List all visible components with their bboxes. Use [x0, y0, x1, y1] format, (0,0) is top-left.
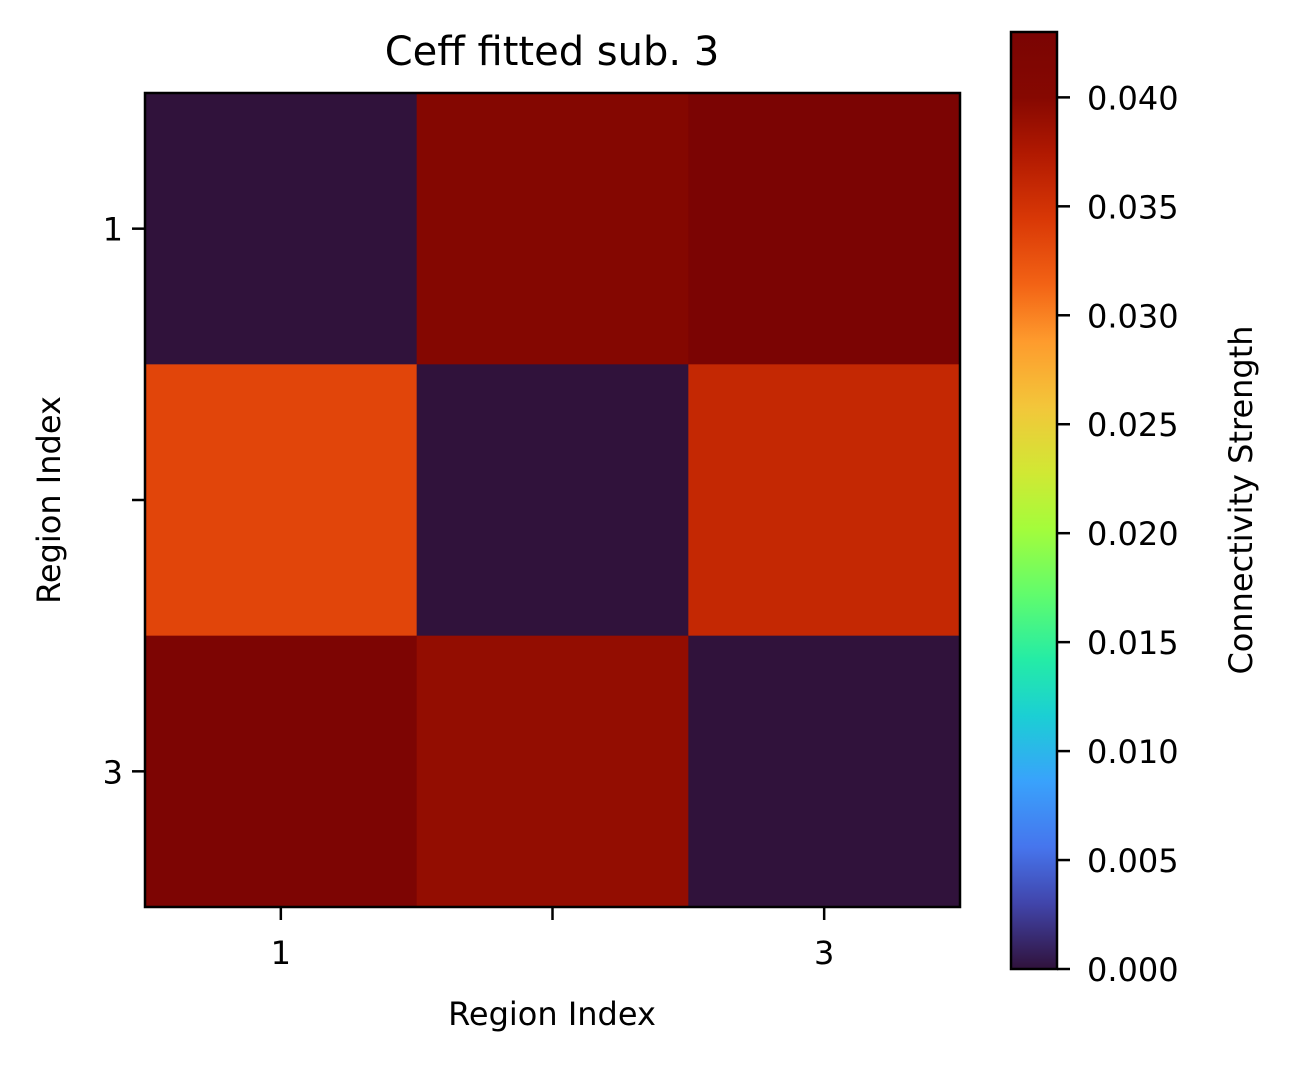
heatmap-cell-r2-c2	[416, 364, 689, 637]
y-axis-label: Region Index	[30, 396, 68, 604]
heatmap-cell-r1-c1	[145, 93, 418, 365]
colorbar-tick-label: 0.000	[1087, 951, 1179, 989]
y-tick-label: 3	[103, 753, 123, 791]
y-axis-ticks: 13	[103, 211, 145, 791]
heatmap-cell-r2-c1	[145, 364, 418, 637]
heatmap-cell-r3-c1	[145, 635, 418, 908]
colorbar-tick-label: 0.035	[1087, 188, 1179, 226]
heatmap-cells	[145, 93, 961, 908]
colorbar-label: Connectivity Strength	[1222, 325, 1260, 674]
x-tick-label: 1	[271, 934, 291, 972]
heatmap-cell-r3-c2	[416, 635, 689, 908]
heatmap-cell-r2-c3	[688, 364, 961, 637]
heatmap-cell-r3-c3	[688, 635, 961, 908]
chart-title: Ceff fitted sub. 3	[385, 29, 720, 75]
heatmap-cell-r1-c2	[416, 93, 689, 365]
colorbar-tick-label: 0.010	[1087, 733, 1179, 771]
colorbar-tick-label: 0.020	[1087, 515, 1179, 553]
colorbar-tick-label: 0.025	[1087, 406, 1179, 444]
x-axis-label: Region Index	[448, 995, 656, 1033]
colorbar	[1009, 30, 1059, 971]
heatmap-cell-r1-c3	[688, 93, 961, 365]
colorbar-ticks: 0.000 0.005 0.010 0.015 0.020 0.025 0.030 0.035…	[1057, 79, 1179, 989]
colorbar-tick-label: 0.040	[1087, 79, 1179, 117]
colorbar-tick-label: 0.030	[1087, 297, 1179, 335]
x-tick-label: 3	[814, 934, 834, 972]
colorbar-tick-label: 0.015	[1087, 624, 1179, 662]
colorbar-tick-label: 0.005	[1087, 842, 1179, 880]
y-tick-label: 1	[103, 211, 123, 249]
